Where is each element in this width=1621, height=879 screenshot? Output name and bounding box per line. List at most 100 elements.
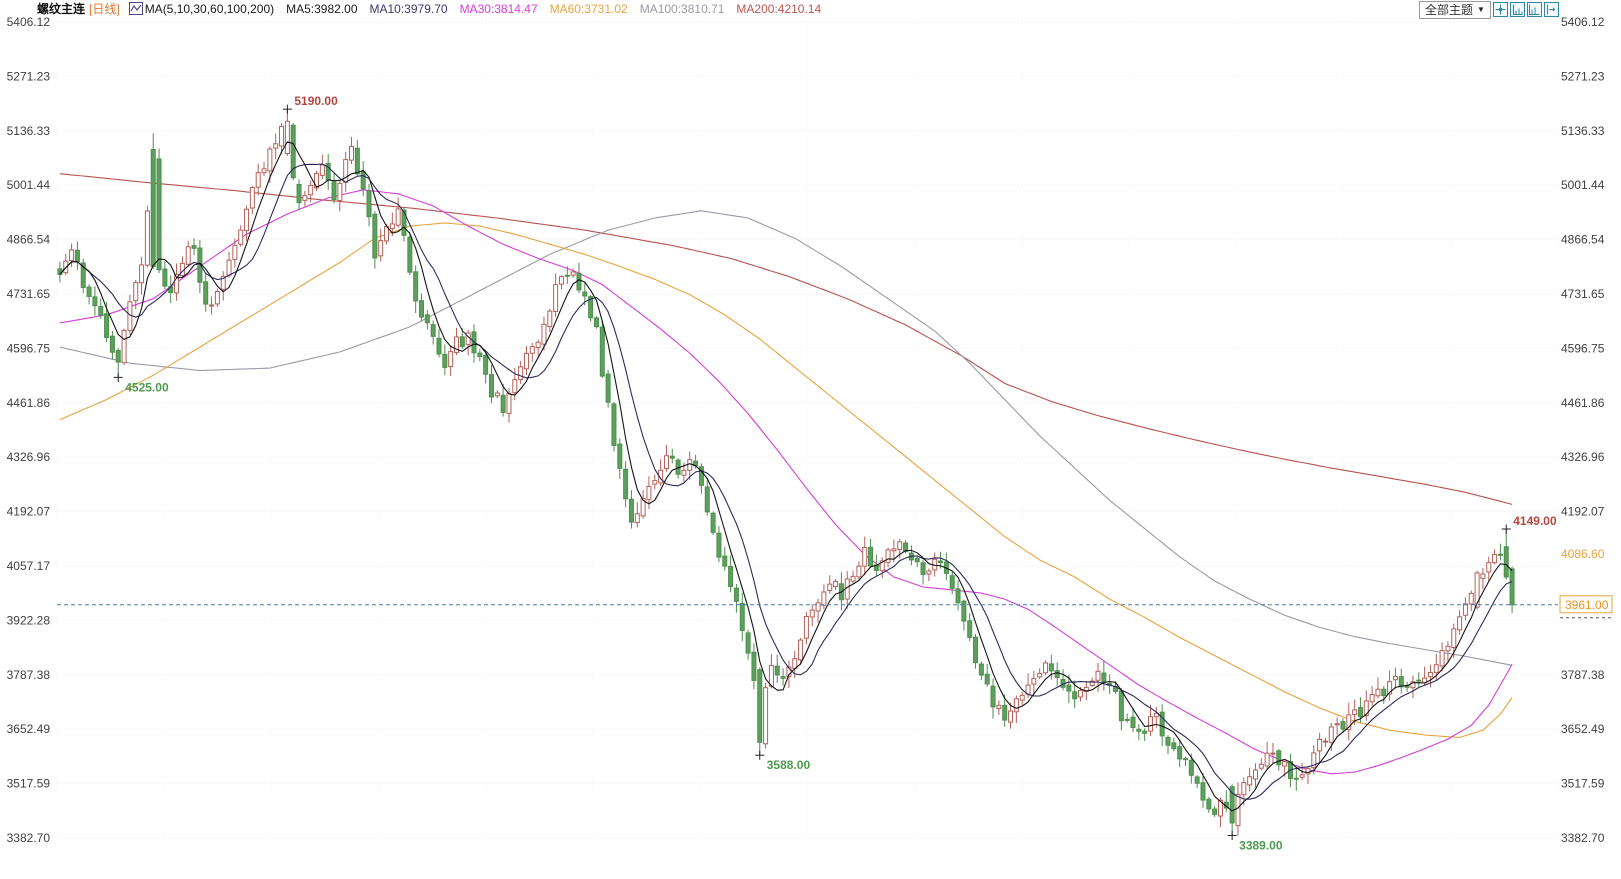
candle-body [973, 636, 979, 664]
ma-line-ma60 [59, 222, 1513, 739]
candle-body [669, 455, 675, 459]
candle-body [646, 485, 652, 501]
candle-body [914, 557, 920, 563]
candle-body [1136, 728, 1142, 732]
y-axis-label-right: 5001.44 [1561, 178, 1605, 192]
candle-body [1282, 761, 1288, 767]
candle-body [535, 341, 541, 349]
y-axis-label-right: 4192.07 [1561, 505, 1605, 519]
candle-body [150, 148, 156, 267]
instrument-title: 螺纹主连 [37, 2, 86, 16]
candle-body [1043, 662, 1049, 674]
y-scale-icon[interactable] [1509, 2, 1525, 17]
candle-body [716, 532, 722, 558]
candle-body [1387, 681, 1393, 695]
candle-body [109, 335, 115, 353]
candle-body [1468, 592, 1474, 605]
candle-body [1398, 676, 1404, 688]
candle-body [547, 310, 553, 327]
candle-body [1066, 684, 1072, 692]
candle-body [1492, 553, 1498, 564]
candle-body [1206, 798, 1212, 810]
candle-body [634, 513, 640, 524]
y-axis-label-left: 3652.49 [7, 722, 51, 736]
price-annotation-text: 4525.00 [125, 380, 169, 394]
candle-body [611, 403, 617, 446]
candle-body [768, 665, 774, 687]
candle-body [710, 512, 716, 533]
candle-body [949, 575, 955, 589]
candle-body [185, 246, 191, 265]
y-axis-label-left: 3517.59 [7, 777, 51, 791]
y-axis-labels: 5406.12 5406.12 5271.23 5271.23 5136.33 5136.… [7, 15, 1605, 845]
pan-right-icon[interactable] [1543, 2, 1559, 17]
candle-body [582, 291, 588, 297]
y-axis-label-right: 5136.33 [1561, 124, 1605, 138]
candle-body [774, 665, 780, 676]
y-axis-label-right: 4731.65 [1561, 287, 1605, 301]
candle-body [698, 466, 704, 486]
theme-dropdown[interactable]: 全部主题 ▼ [1419, 0, 1491, 19]
candle-body [879, 560, 885, 572]
ma-line-ma30 [59, 189, 1513, 775]
candle-body [640, 497, 646, 517]
candle-body [319, 164, 325, 176]
indicator-chart-icon[interactable] [128, 2, 143, 15]
candle-body [856, 565, 862, 578]
crosshair-move-icon[interactable] [1492, 2, 1508, 17]
candle-body [751, 651, 757, 681]
candle-body [739, 602, 745, 631]
ma-group-label: MA(5,10,30,60,100,200) [144, 1, 275, 16]
candle-body [395, 208, 401, 226]
candle-body [255, 172, 261, 188]
candle-body [564, 274, 570, 277]
candle-body [623, 468, 629, 500]
x-scale-icon[interactable] [1526, 2, 1542, 17]
candle-body [1427, 672, 1433, 678]
candle-body [284, 120, 290, 155]
ma-legend-item: MA100:3810.71 [639, 1, 725, 16]
candle-body [1177, 746, 1183, 760]
candle-body [576, 272, 582, 291]
candle-body [63, 260, 69, 274]
candle-body [1305, 768, 1311, 775]
candle-body [238, 229, 244, 245]
candle-body [1247, 776, 1253, 786]
candle-body [570, 271, 576, 276]
ma-legend-item: MA30:3814.47 [459, 1, 538, 16]
candle-body [815, 602, 821, 612]
ma-short-lines [59, 141, 1513, 812]
candle-body [798, 639, 804, 661]
y-axis-label-left: 4326.96 [7, 450, 51, 464]
candle-body [1363, 700, 1369, 717]
candle-body [1019, 694, 1025, 701]
candle-body [733, 587, 739, 602]
y-axis-label-left: 4596.75 [7, 341, 51, 355]
candle-body [803, 615, 809, 639]
candle-body [558, 276, 564, 285]
y-axis-label-left: 4057.17 [7, 559, 51, 573]
candle-body [419, 300, 424, 318]
chart-header: 螺纹主连 [日线] MA(5,10,30,60,100,200) MA5:398… [37, 1, 821, 17]
extreme-marker-icon [282, 104, 292, 114]
top-toolbar: 全部主题 ▼ [1419, 0, 1559, 19]
y-axis-label-left: 5136.33 [7, 124, 51, 138]
candle-body [249, 187, 255, 209]
candle-body [389, 223, 395, 230]
candle-body [1002, 704, 1008, 721]
candle-body [1474, 572, 1480, 608]
candle-body [1445, 645, 1451, 652]
candle-body [605, 373, 611, 403]
y-axis-label-right: 3382.70 [1561, 831, 1605, 845]
candle-body [780, 676, 786, 679]
candle-body [1159, 711, 1165, 737]
price-annotations: 5190.00 4525.00 4149.00 3588.00 3389.00 [113, 94, 1557, 852]
candle-body [424, 314, 430, 324]
candle-body [996, 704, 1002, 709]
y-axis-label-left: 5406.12 [7, 15, 51, 29]
candle-body [1264, 752, 1270, 767]
candle-body [366, 190, 372, 218]
chevron-down-icon: ▼ [1477, 5, 1485, 14]
candle-body [984, 673, 990, 685]
